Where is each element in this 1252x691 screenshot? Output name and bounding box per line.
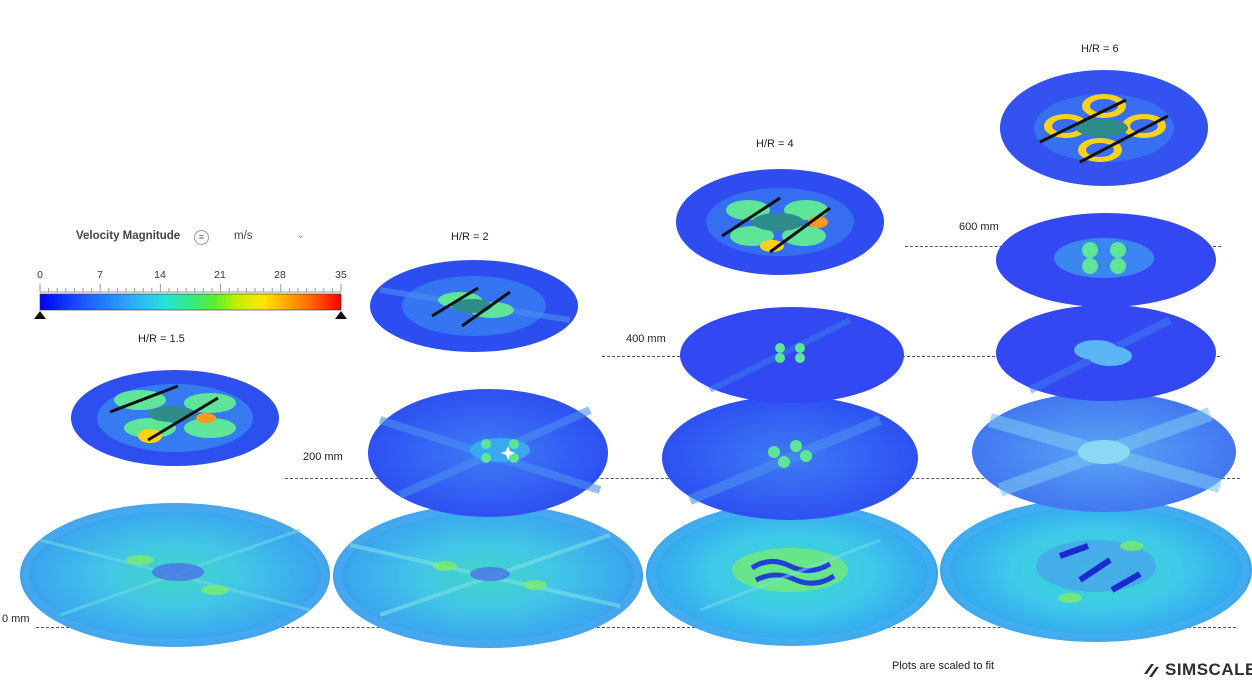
legend-unit-select[interactable]: m/s xyxy=(234,230,253,242)
plot-hr6-rotor xyxy=(1000,70,1208,186)
scaling-note: Plots are scaled to fit xyxy=(892,660,995,672)
plot-hr1.5-rotor xyxy=(71,370,279,466)
plot-hr6-floor xyxy=(940,498,1252,642)
legend-tick: 21 xyxy=(214,269,226,281)
brand-name: SIMSCALE xyxy=(1165,660,1252,679)
legend-menu-icon[interactable]: ≡ xyxy=(194,230,209,245)
height-label-400: 400 mm xyxy=(626,333,666,345)
chevron-down-icon[interactable]: ⌄ xyxy=(296,229,306,241)
height-label-200: 200 mm xyxy=(303,451,343,463)
case-label: H/R = 2 xyxy=(451,231,489,243)
legend-title: Velocity Magnitude xyxy=(76,230,181,242)
plot-hr2-floor xyxy=(333,504,643,648)
case-label: H/R = 4 xyxy=(756,138,794,150)
plot-hr4-200mm xyxy=(662,396,918,520)
colorbar-max-handle[interactable] xyxy=(335,311,347,319)
simscale-logo-icon xyxy=(1144,664,1159,677)
plot-hr4-floor xyxy=(646,502,938,646)
case-label: H/R = 1.5 xyxy=(138,333,185,345)
height-line-400 xyxy=(602,356,1220,357)
height-label-0: 0 mm xyxy=(2,613,30,625)
legend-tick: 0 xyxy=(37,269,43,281)
plot-hr2-200mm xyxy=(368,389,608,517)
legend-ruler-ticks xyxy=(39,284,342,292)
plot-hr4-rotor xyxy=(676,169,884,275)
legend-tick: 14 xyxy=(154,269,166,281)
colorbar xyxy=(39,293,342,311)
plot-hr6-600mm xyxy=(996,213,1216,307)
plot-hr2-rotor xyxy=(370,260,578,352)
plot-hr6-200mm xyxy=(972,392,1236,512)
legend-tick: 7 xyxy=(97,269,103,281)
height-line-0 xyxy=(36,627,1236,628)
brand-logo: SIMSCALE xyxy=(1142,659,1252,681)
legend-tick: 28 xyxy=(274,269,286,281)
plot-hr1.5-floor xyxy=(20,503,330,647)
plot-hr4-400mm xyxy=(680,307,904,403)
height-label-600: 600 mm xyxy=(959,221,999,233)
case-label: H/R = 6 xyxy=(1081,43,1119,55)
colorbar-min-handle[interactable] xyxy=(34,311,46,319)
legend-tick: 35 xyxy=(335,269,347,281)
plot-hr6-400mm xyxy=(996,305,1216,401)
